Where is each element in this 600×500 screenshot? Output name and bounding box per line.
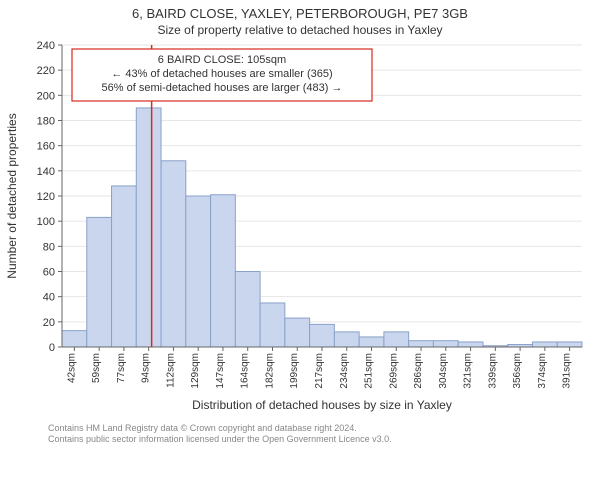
x-tick-label: 94sqm <box>141 353 152 383</box>
y-tick-label: 120 <box>37 191 55 203</box>
callout-line: ← 43% of detached houses are smaller (36… <box>111 68 332 80</box>
histogram-bar <box>557 342 582 347</box>
x-tick-label: 129sqm <box>190 353 201 389</box>
x-tick-label: 217sqm <box>314 353 325 389</box>
histogram-bar <box>458 342 483 347</box>
chart-title-sub: Size of property relative to detached ho… <box>0 23 600 37</box>
x-tick-label: 182sqm <box>264 353 275 389</box>
y-tick-label: 200 <box>37 90 55 102</box>
x-tick-label: 321sqm <box>463 353 474 389</box>
y-axis-label: Number of detached properties <box>5 113 19 278</box>
histogram-bar <box>334 332 359 347</box>
x-tick-label: 112sqm <box>165 353 176 388</box>
callout-line: 56% of semi-detached houses are larger (… <box>102 82 343 94</box>
x-tick-label: 234sqm <box>339 353 350 389</box>
y-tick-label: 140 <box>37 166 55 178</box>
x-tick-label: 164sqm <box>240 353 251 389</box>
histogram-bar <box>186 196 211 347</box>
attribution-footer: Contains HM Land Registry data © Crown c… <box>0 417 600 446</box>
histogram-bar <box>211 195 236 347</box>
histogram-bar <box>359 337 384 347</box>
histogram-bar <box>433 341 458 347</box>
x-axis-label: Distribution of detached houses by size … <box>192 398 452 412</box>
histogram-bar <box>112 186 137 347</box>
footer-line-2: Contains public sector information licen… <box>48 434 590 445</box>
x-tick-label: 374sqm <box>537 353 548 389</box>
y-tick-label: 40 <box>43 292 55 304</box>
x-tick-label: 42sqm <box>66 353 77 383</box>
histogram-bar <box>136 108 161 347</box>
x-tick-label: 251sqm <box>364 353 375 389</box>
chart-container: 0 20 40 60 80 100 120 140 160 180 200 220 240 42sqm 59… <box>0 37 600 417</box>
histogram-bar <box>285 318 310 347</box>
x-tick-label: 147sqm <box>215 353 226 389</box>
chart-title-main: 6, BAIRD CLOSE, YAXLEY, PETERBOROUGH, PE… <box>0 6 600 21</box>
y-tick-label: 0 <box>49 342 55 354</box>
y-tick-label: 100 <box>37 216 55 228</box>
y-tick-label: 20 <box>43 317 55 329</box>
histogram-bar <box>235 272 260 348</box>
histogram-bar <box>87 217 112 347</box>
histogram-chart: 0 20 40 60 80 100 120 140 160 180 200 220 240 42sqm 59… <box>0 37 600 417</box>
histogram-bar <box>310 324 335 347</box>
y-tick-label: 220 <box>37 65 55 77</box>
x-tick-label: 77sqm <box>116 353 127 383</box>
y-tick-label: 240 <box>37 40 55 52</box>
footer-line-1: Contains HM Land Registry data © Crown c… <box>48 423 590 434</box>
y-tick-label: 160 <box>37 141 55 153</box>
histogram-bar <box>62 331 87 347</box>
x-tick-label: 339sqm <box>487 353 498 389</box>
y-tick-label: 80 <box>43 241 55 253</box>
y-tick-label: 60 <box>43 267 55 279</box>
histogram-bar <box>260 303 285 347</box>
callout-line: 6 BAIRD CLOSE: 105sqm <box>158 54 286 66</box>
x-tick-label: 199sqm <box>289 353 300 389</box>
x-tick-label: 59sqm <box>91 353 102 383</box>
x-tick-label: 269sqm <box>388 353 399 389</box>
x-tick-label: 304sqm <box>438 353 449 389</box>
x-tick-label: 286sqm <box>413 353 424 389</box>
histogram-bar <box>409 341 434 347</box>
x-tick-label: 391sqm <box>562 353 573 389</box>
histogram-bar <box>384 332 409 347</box>
histogram-bar <box>161 161 186 347</box>
y-tick-label: 180 <box>37 116 55 128</box>
x-tick-label: 356sqm <box>512 353 523 389</box>
histogram-bar <box>532 342 557 347</box>
